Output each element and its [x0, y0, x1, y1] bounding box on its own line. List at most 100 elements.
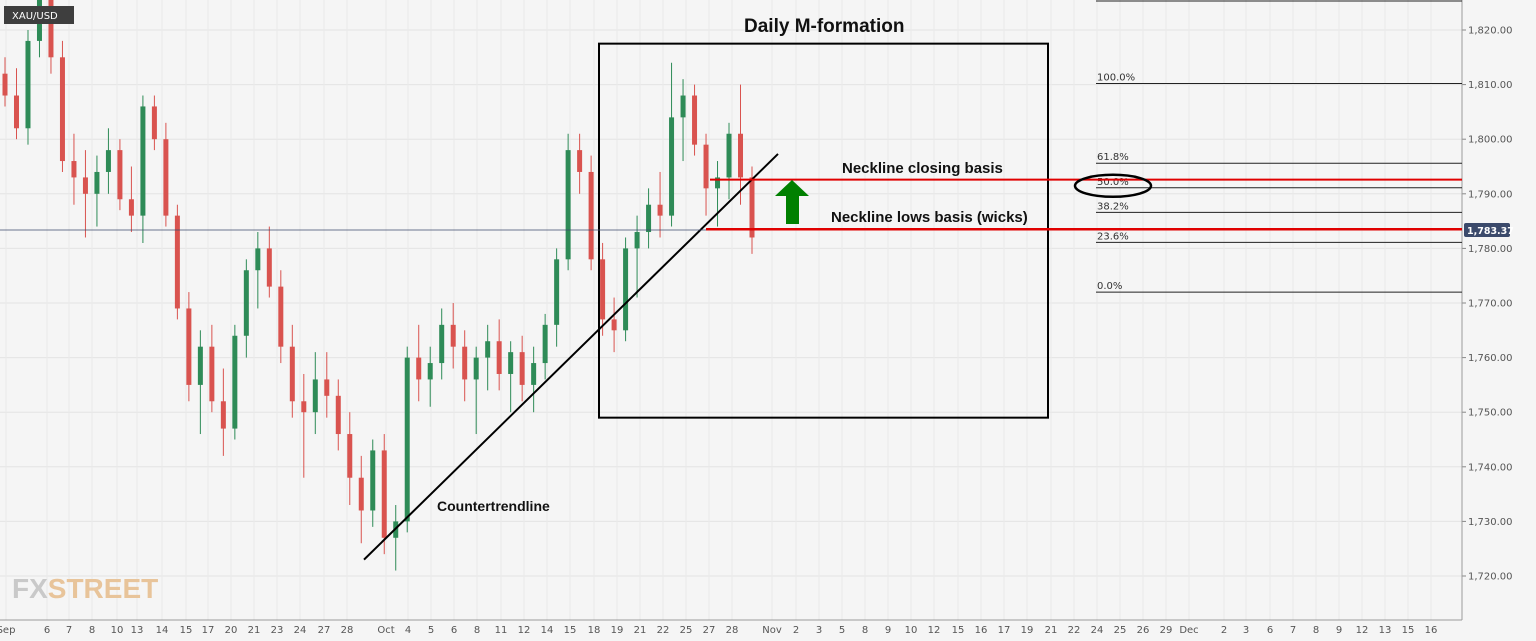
x-tick-label: 23 — [271, 625, 284, 636]
x-tick-label: 24 — [294, 625, 307, 636]
x-tick-label: 15 — [564, 625, 577, 636]
m-formation-box — [598, 42, 1049, 419]
y-tick-label: 1,720.00 — [1468, 572, 1513, 583]
candle-body — [404, 357, 410, 522]
y-tick-label: 1,760.00 — [1468, 353, 1513, 364]
x-tick-label: 2 — [793, 625, 799, 636]
candle-body — [71, 161, 77, 178]
x-tick-label: 14 — [541, 625, 554, 636]
x-tick-label: 21 — [1045, 625, 1058, 636]
time-axis: Sep6781013141517202123242728Oct456811121… — [0, 619, 1462, 636]
candle-body — [243, 270, 249, 336]
x-tick-label: 10 — [111, 625, 124, 636]
fib-label: 23.6% — [1097, 231, 1129, 242]
candle-body — [473, 357, 479, 380]
fib-label: 61.8% — [1097, 152, 1129, 163]
x-tick-label: 15 — [180, 625, 193, 636]
fib-label: 100.0% — [1097, 73, 1135, 84]
y-tick-label: 1,790.00 — [1468, 189, 1513, 200]
candle-body — [347, 434, 353, 478]
candle-body — [692, 95, 698, 145]
candle-body — [94, 171, 100, 194]
x-tick-label: 6 — [44, 625, 50, 636]
candle-body — [48, 0, 54, 58]
candle-body — [427, 363, 433, 380]
x-tick-label: 10 — [905, 625, 918, 636]
y-tick-label: 1,730.00 — [1468, 517, 1513, 528]
candle-body — [416, 357, 422, 380]
x-tick-label: 26 — [1137, 625, 1150, 636]
x-tick-label: 3 — [816, 625, 822, 636]
y-tick-label: 1,810.00 — [1468, 80, 1513, 91]
candle-body — [266, 248, 272, 287]
x-tick-label: 2 — [1221, 625, 1227, 636]
x-tick-label: 3 — [1243, 625, 1249, 636]
candle-body — [140, 106, 146, 216]
fibonacci-levels: 100.0% 61.8% 50.0% 38.2% 23.6% 0.0% — [1096, 0, 1462, 293]
candle-body — [577, 150, 583, 172]
plot-area — [0, 0, 1462, 620]
fib-label: 0.0% — [1097, 281, 1122, 292]
x-tick-label: 19 — [1021, 625, 1034, 636]
candle-body — [623, 248, 629, 331]
candle-body — [232, 335, 238, 429]
fib-label: 50.0% — [1097, 177, 1129, 188]
y-tick-label: 1,770.00 — [1468, 299, 1513, 310]
y-tick-label: 1,780.00 — [1468, 244, 1513, 255]
fib-50-highlight — [1073, 173, 1153, 199]
candle-body — [542, 324, 548, 364]
symbol-badge[interactable]: XAU/USD — [12, 11, 58, 22]
candle-body — [485, 341, 491, 358]
candle-body — [669, 117, 675, 216]
candle-body — [197, 346, 203, 385]
x-tick-label: Oct — [377, 625, 394, 636]
current-price-tag: 1,783.37 — [1467, 226, 1514, 237]
y-tick-label: 1,750.00 — [1468, 408, 1513, 419]
x-tick-label: 17 — [202, 625, 215, 636]
neckline-lows-label: Neckline lows basis (wicks) — [831, 209, 1028, 226]
candle-body — [703, 144, 709, 189]
x-tick-label: 21 — [634, 625, 647, 636]
candle-body — [439, 324, 445, 364]
x-tick-label: 15 — [1402, 625, 1415, 636]
candle-body — [462, 346, 468, 380]
x-tick-label: 28 — [726, 625, 739, 636]
x-tick-label: 16 — [1425, 625, 1438, 636]
x-tick-label: 9 — [1336, 625, 1342, 636]
candle-body — [611, 319, 617, 331]
annotations — [0, 42, 1462, 561]
candle-body — [163, 139, 169, 216]
x-tick-label: 13 — [1379, 625, 1392, 636]
x-tick-label: 8 — [1313, 625, 1319, 636]
fib-label: 38.2% — [1097, 201, 1129, 212]
candle-body — [128, 199, 134, 216]
x-tick-label: 4 — [405, 625, 411, 636]
candle-body — [726, 133, 732, 178]
candle-body — [2, 73, 8, 96]
candle-body — [738, 133, 744, 178]
candle-body — [25, 40, 31, 129]
x-tick-label: 7 — [1290, 625, 1296, 636]
x-tick-label: 6 — [1267, 625, 1273, 636]
x-tick-label: 5 — [839, 625, 845, 636]
x-tick-label: 22 — [657, 625, 670, 636]
x-tick-label: 27 — [703, 625, 716, 636]
chart-title: Daily M-formation — [744, 16, 904, 37]
candle-body — [450, 324, 456, 347]
candle-body — [117, 150, 123, 200]
candle-body — [680, 95, 686, 118]
price-axis: 1,720.00 1,730.00 1,740.00 1,750.00 1,760.00… — [1461, 0, 1513, 620]
candle-body — [186, 308, 192, 385]
candle-body — [151, 106, 157, 140]
candle-body — [358, 477, 364, 511]
candle-body — [13, 95, 19, 129]
grid-lines — [0, 0, 1462, 620]
current-price-tag-bg — [1464, 223, 1510, 237]
candle-body — [209, 346, 215, 402]
x-tick-label: 24 — [1091, 625, 1104, 636]
candle-body — [220, 401, 226, 429]
candle-body — [381, 450, 387, 538]
x-tick-label: 14 — [156, 625, 169, 636]
x-tick-label: 8 — [89, 625, 95, 636]
